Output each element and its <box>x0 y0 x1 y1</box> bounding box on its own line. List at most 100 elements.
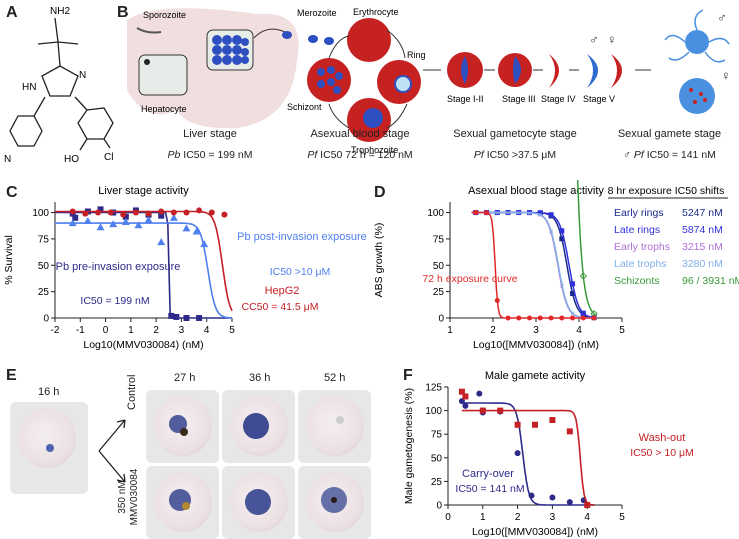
data-point <box>532 421 538 428</box>
y-tick-label: 50 <box>433 261 445 272</box>
hepatocyte-cell <box>138 54 188 96</box>
row-label-control: Control <box>126 374 138 410</box>
data-point: × <box>495 209 500 218</box>
y-tick-label: 125 <box>425 383 442 394</box>
x-tick-label: -2 <box>51 325 60 336</box>
ic-table-value: 3280 nM <box>682 258 723 270</box>
data-point <box>479 407 486 414</box>
time-52h-label: 52 h <box>324 372 346 384</box>
data-point: × <box>516 209 521 218</box>
x-axis-label: Log10([MMV030084]) (nM) <box>472 526 598 538</box>
chemical-structure: NH2 HN N N HO Cl <box>4 6 114 165</box>
x-tick-label: 5 <box>619 325 625 336</box>
female-gamete-icon <box>679 78 715 114</box>
ic-table-name: Early rings <box>614 207 664 219</box>
data-point <box>109 220 118 228</box>
data-point <box>484 210 490 216</box>
svg-text:♂: ♂ <box>589 32 599 47</box>
data-point <box>158 212 165 219</box>
chart-title: Asexual blood stage activity <box>468 185 604 197</box>
y-tick-label: 0 <box>43 314 49 325</box>
atom-cl: Cl <box>104 152 113 163</box>
panel-label-e: E <box>6 367 17 384</box>
data-point <box>458 398 465 405</box>
data-point <box>462 393 469 400</box>
data-point <box>158 208 165 215</box>
time-27h-label: 27 h <box>174 372 196 384</box>
data-point <box>570 315 576 321</box>
label-stage-5: Stage V <box>583 94 615 104</box>
micrograph-treated-27h <box>146 466 219 539</box>
atom-hn: HN <box>22 82 36 93</box>
label-sporozoite: Sporozoite <box>143 10 186 20</box>
label-erythrocyte: Erythrocyte <box>353 7 399 17</box>
row-label-treated: 350 nM MMV030084 <box>117 468 140 526</box>
x-axis-label: Log10([MMV030084]) (nM) <box>473 339 599 351</box>
label-wash-out: Wash-out <box>639 432 686 444</box>
data-point <box>559 228 565 234</box>
data-point <box>69 208 76 215</box>
x-tick-label: 0 <box>103 325 109 336</box>
branch-arrow-icon <box>98 419 126 483</box>
stage-5-female-icon <box>611 54 622 88</box>
stage-asexual-ic: Pf IC50 72 h = 120 nM <box>307 149 413 161</box>
y-tick-label: 0 <box>438 314 444 325</box>
micrograph-control-36h <box>222 390 295 463</box>
data-point <box>192 227 201 235</box>
y-tick-label: 75 <box>431 430 443 441</box>
data-point <box>157 238 166 246</box>
data-point <box>208 209 215 216</box>
stage-liver-title: Liver stage <box>183 128 237 140</box>
label-pre-invasion: Pb pre-invasion exposure <box>56 261 181 273</box>
y-axis-label: ABS growth (%) <box>373 223 385 298</box>
x-tick-label: 5 <box>619 512 625 523</box>
data-point <box>183 315 190 321</box>
data-point <box>505 315 511 321</box>
time-36h-label: 36 h <box>249 372 271 384</box>
label-wash-out-ic: IC50 > 10 μM <box>630 447 694 459</box>
data-point <box>68 219 77 227</box>
data-point <box>580 315 586 321</box>
stage-gametocyte-title: Sexual gametocyte stage <box>453 128 577 140</box>
x-tick-label: 2 <box>490 325 496 336</box>
data-point <box>82 210 89 217</box>
data-point <box>183 209 190 216</box>
label-trophozoite: Trophozoite <box>351 145 398 155</box>
data-point <box>120 211 127 218</box>
data-point: × <box>506 209 511 218</box>
x-tick-label: -1 <box>76 325 85 336</box>
data-point <box>144 215 153 223</box>
data-point <box>170 209 177 216</box>
data-point <box>97 206 104 213</box>
x-tick-label: 2 <box>515 512 521 523</box>
label-schizont: Schizont <box>287 102 322 112</box>
x-tick-label: 0 <box>445 512 451 523</box>
chart-title: Male gamete activity <box>485 370 586 382</box>
y-tick-label: 100 <box>425 406 442 417</box>
time-16h-label: 16 h <box>38 386 60 398</box>
data-point <box>580 310 586 316</box>
data-point <box>462 402 469 409</box>
atom-nh2: NH2 <box>50 6 70 17</box>
stage-4-icon <box>549 54 559 88</box>
sporozoite-nucleus-icon <box>144 59 150 65</box>
x-tick-label: 5 <box>229 325 235 336</box>
panel-label-f: F <box>403 367 413 384</box>
data-point <box>458 388 465 395</box>
label-carry-over: Carry-over <box>462 468 514 480</box>
data-point <box>528 492 535 499</box>
stage-gamete-ic: ♂ Pf IC50 = 141 nM <box>623 149 716 161</box>
panel-label-c: C <box>6 184 18 201</box>
y-tick-label: 50 <box>38 261 50 272</box>
data-point <box>168 312 175 319</box>
y-tick-label: 25 <box>433 287 445 298</box>
data-point <box>182 224 191 232</box>
y-tick-label: 0 <box>436 501 442 512</box>
data-point <box>537 210 543 216</box>
data-point <box>72 214 79 221</box>
data-point <box>134 221 143 229</box>
fit-curve-4 <box>576 180 597 316</box>
data-point <box>169 213 178 221</box>
data-point <box>548 315 554 321</box>
label-hepg2-ic: CC50 = 41.5 μM <box>242 301 319 313</box>
